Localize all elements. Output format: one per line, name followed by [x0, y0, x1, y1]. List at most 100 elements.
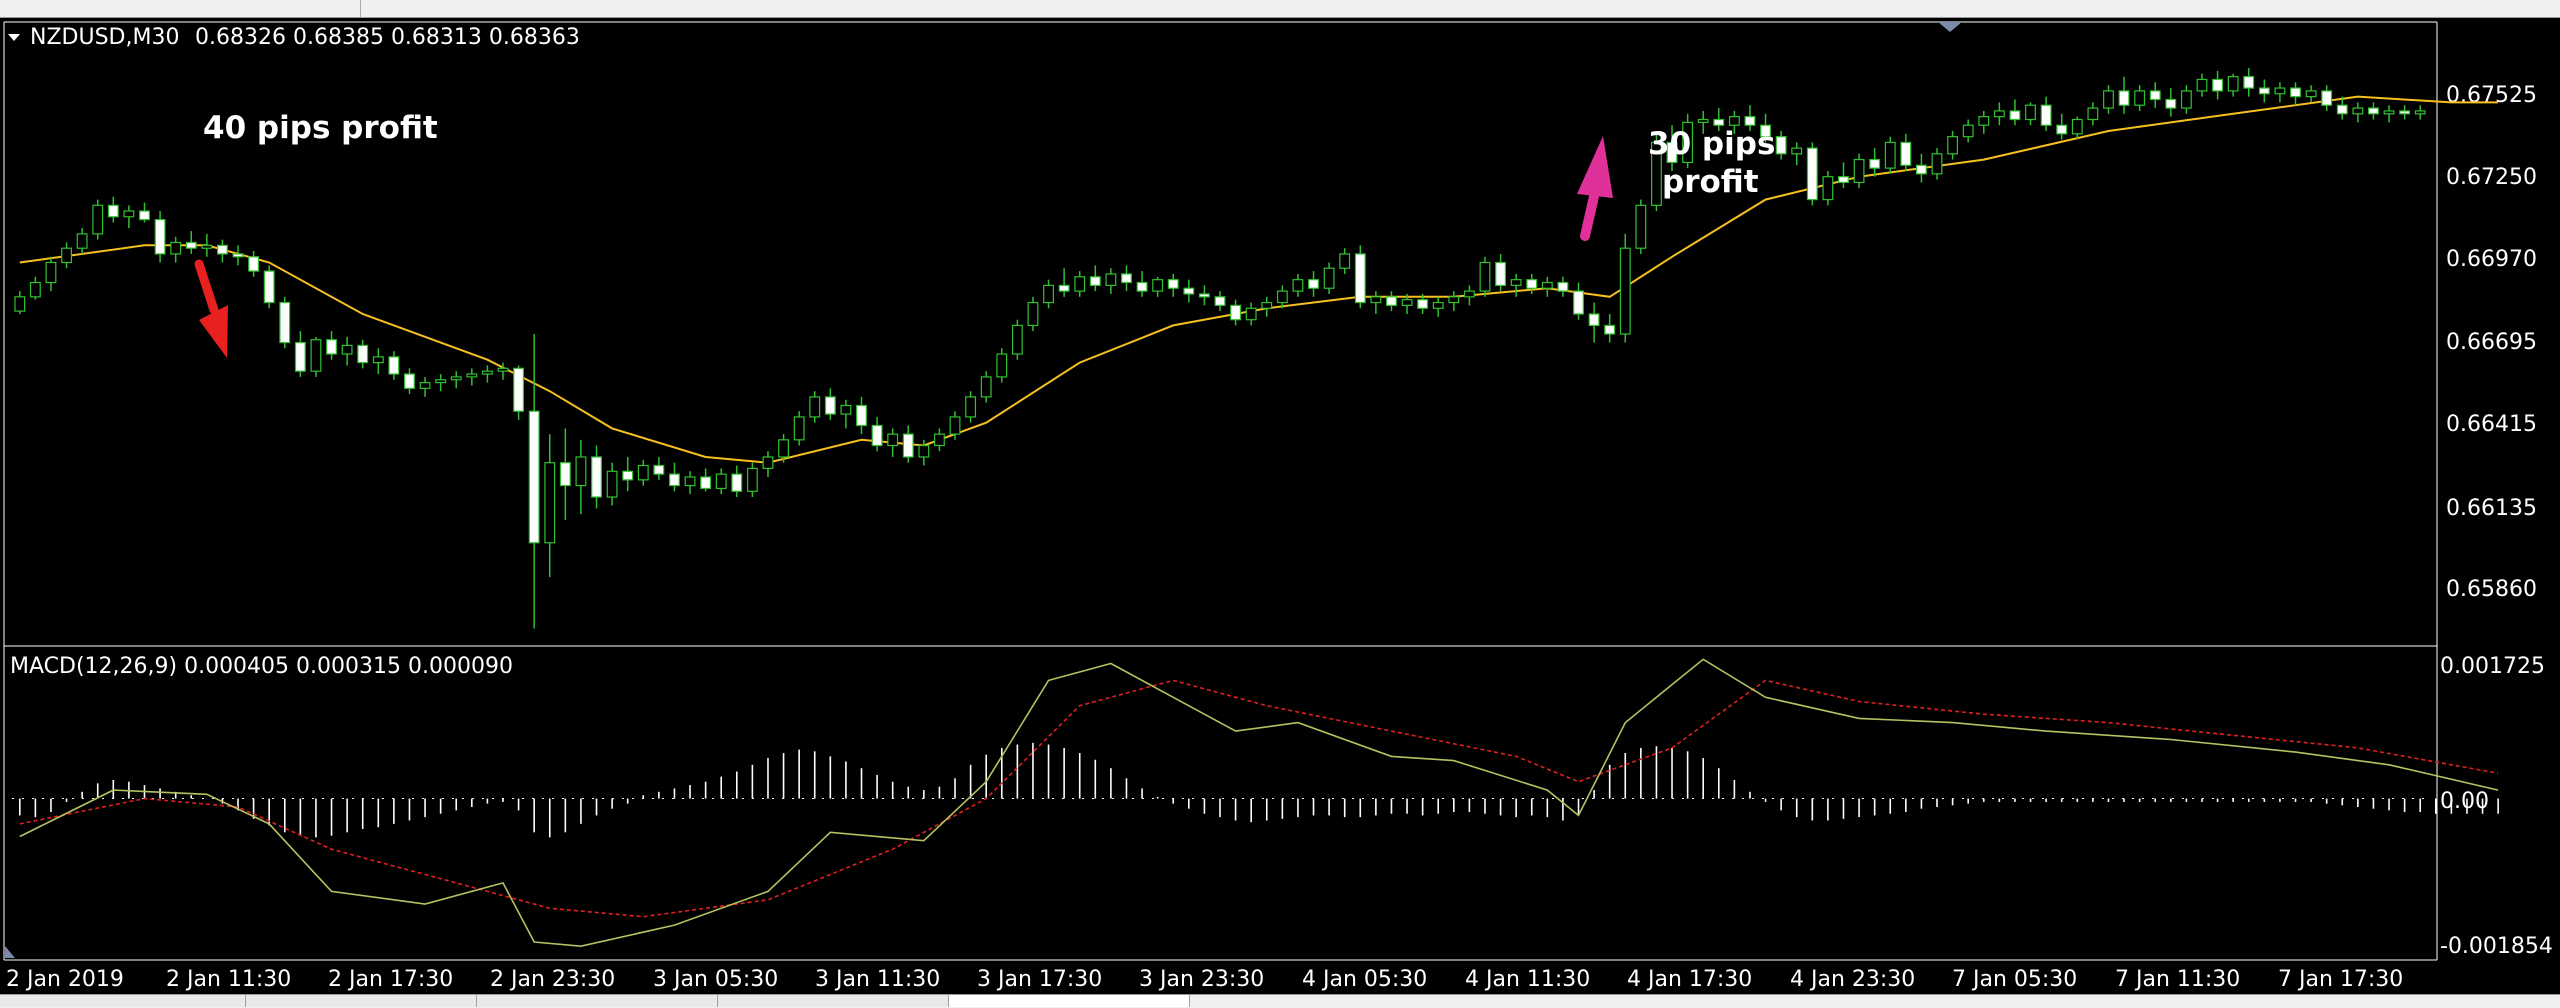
candle-body — [2180, 90, 2192, 109]
chart-tab-active[interactable] — [949, 995, 1190, 1007]
candle-body — [466, 373, 478, 378]
candle-body — [809, 396, 821, 418]
moving-average-line — [19, 95, 2499, 464]
ohlc-values: 0.68326 0.68385 0.68313 0.68363 — [195, 25, 580, 50]
candle-body — [1027, 301, 1039, 327]
bear-candle — [2258, 79, 2270, 103]
bear-candle — [1915, 153, 1927, 183]
annotation-40-pips-text: 40 pips profit — [203, 110, 438, 146]
chart-tabs-bar[interactable] — [0, 994, 2560, 1008]
time-tick-label: 2 Jan 11:30 — [166, 967, 291, 992]
bull-candle — [1541, 276, 1553, 297]
candle-body — [996, 353, 1008, 378]
candle-body — [1713, 118, 1725, 126]
candle-body — [263, 270, 275, 304]
candle-body — [1947, 136, 1959, 155]
bear-candle — [107, 196, 119, 223]
bull-candle — [2352, 102, 2364, 123]
bull-candle — [1276, 285, 1288, 309]
price-tick-label: 0.66415 — [2446, 412, 2537, 437]
candle-body — [1915, 164, 1927, 175]
time-tick-label: 2 Jan 2019 — [6, 967, 124, 992]
price-tick-label: 0.66695 — [2446, 330, 2537, 355]
candle-body — [622, 470, 634, 481]
bull-candle — [76, 228, 88, 254]
bull-candle — [201, 233, 213, 257]
bull-candle — [980, 371, 992, 403]
chart-canvas[interactable]: NZDUSD,M30 0.68326 0.68385 0.68313 0.683… — [0, 18, 2560, 994]
candle-body — [2414, 110, 2426, 115]
candle-body — [1806, 147, 1818, 201]
chart-window[interactable]: NZDUSD,M30 0.68326 0.68385 0.68313 0.683… — [0, 18, 2560, 994]
macd-histogram — [12, 742, 2499, 838]
candle-body — [1541, 281, 1553, 289]
bull-candle — [1370, 291, 1382, 314]
candle-body — [185, 241, 197, 249]
time-axis[interactable]: 2 Jan 2019 2 Jan 11:30 2 Jan 17:30 2 Jan… — [6, 967, 2403, 992]
bull-candle — [1853, 153, 1865, 189]
bear-candle — [902, 425, 914, 463]
bull-candle — [1292, 273, 1304, 297]
bear-candle — [1230, 299, 1242, 326]
bear-candle — [1495, 253, 1506, 292]
bull-candle — [637, 459, 649, 486]
time-tick-label: 7 Jan 11:30 — [2115, 967, 2240, 992]
candle-body — [731, 473, 743, 492]
bull-candle — [497, 362, 509, 380]
candle-body — [1822, 176, 1834, 201]
candle-body — [1401, 299, 1413, 307]
candle-body — [107, 204, 119, 218]
bull-candle — [1448, 291, 1460, 312]
candle-body — [653, 464, 665, 475]
candle-body — [76, 233, 88, 249]
candle-body — [2103, 90, 2114, 109]
price-tick-label: 0.66135 — [2446, 496, 2537, 521]
bull-candle — [684, 471, 696, 495]
time-tick-label: 4 Jan 11:30 — [1465, 967, 1590, 992]
candle-body — [1884, 141, 1896, 169]
annotation-30-pips-line2: profit — [1662, 164, 1759, 200]
candle-body — [637, 464, 649, 481]
bear-candle — [731, 465, 743, 498]
bear-candle — [1198, 285, 1210, 306]
bear-candle — [279, 296, 291, 349]
candle-body — [528, 410, 540, 544]
bear-candle — [700, 468, 712, 492]
bull-candle — [965, 391, 977, 423]
chart-tab[interactable] — [718, 995, 949, 1007]
bear-candle — [1713, 108, 1725, 131]
macd-tick-label: -0.001854 — [2440, 934, 2553, 959]
bull-candle — [934, 428, 945, 452]
price-axis[interactable]: 0.67525 0.67250 0.66970 0.66695 0.66415 … — [2446, 83, 2537, 602]
chart-tab[interactable] — [0, 995, 246, 1007]
chart-tab[interactable] — [246, 995, 477, 1007]
bear-candle — [653, 456, 665, 480]
candle-body — [170, 241, 182, 255]
candle-body — [980, 376, 992, 398]
candle-body — [1682, 121, 1694, 164]
chart-shift-marker-icon[interactable] — [1938, 22, 1962, 32]
bear-candle — [1058, 268, 1070, 297]
price-tick-label: 0.67250 — [2446, 165, 2537, 190]
candle-body — [1495, 261, 1506, 286]
candle-body — [2321, 90, 2333, 106]
candle-body — [1463, 290, 1475, 298]
symbol-dropdown-icon[interactable] — [8, 34, 20, 41]
time-tick-label: 2 Jan 17:30 — [328, 967, 453, 992]
macd-axis[interactable]: 0.001725 0.00 -0.001854 — [2440, 654, 2553, 959]
candle-body — [1417, 299, 1429, 309]
bear-candle — [1588, 302, 1600, 343]
chart-tab[interactable] — [477, 995, 718, 1007]
candle-body — [544, 462, 556, 544]
candle-body — [2383, 110, 2395, 115]
candle-body — [341, 344, 353, 355]
candle-body — [2165, 98, 2177, 109]
candle-body — [1900, 141, 1912, 166]
annotation-30-pips: 30 pips profit — [1577, 126, 1775, 241]
candle-body — [92, 204, 104, 235]
candle-body — [1276, 290, 1288, 304]
bear-candle — [2212, 70, 2224, 100]
bull-candle — [2274, 82, 2286, 103]
candle-body — [856, 404, 867, 427]
bear-candle — [591, 445, 602, 509]
